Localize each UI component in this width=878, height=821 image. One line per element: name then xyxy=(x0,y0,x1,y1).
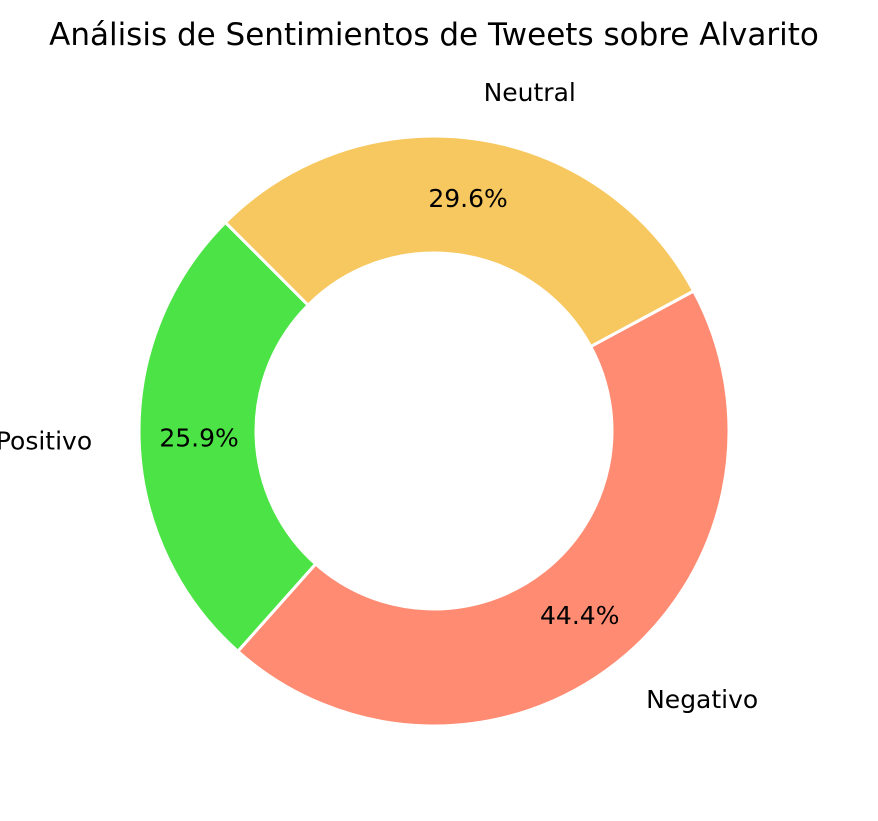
slice-value-label-negativo: 44.4% xyxy=(540,601,619,630)
slice-category-label-negativo: Negativo xyxy=(646,685,758,714)
slice-negativo xyxy=(236,289,731,728)
chart-title: Análisis de Sentimientos de Tweets sobre… xyxy=(49,17,819,53)
slice-positivo xyxy=(137,220,318,653)
labels-group: 25.9% Positivo 44.4% Negativo 29.6% Neutral xyxy=(0,78,758,714)
slice-value-label-neutral: 29.6% xyxy=(428,184,507,213)
slice-neutral xyxy=(223,134,696,349)
slice-category-label-positivo: Positivo xyxy=(0,426,92,455)
slices-group xyxy=(137,134,731,728)
slice-category-label-neutral: Neutral xyxy=(484,78,576,107)
slice-value-label-positivo: 25.9% xyxy=(159,423,238,452)
